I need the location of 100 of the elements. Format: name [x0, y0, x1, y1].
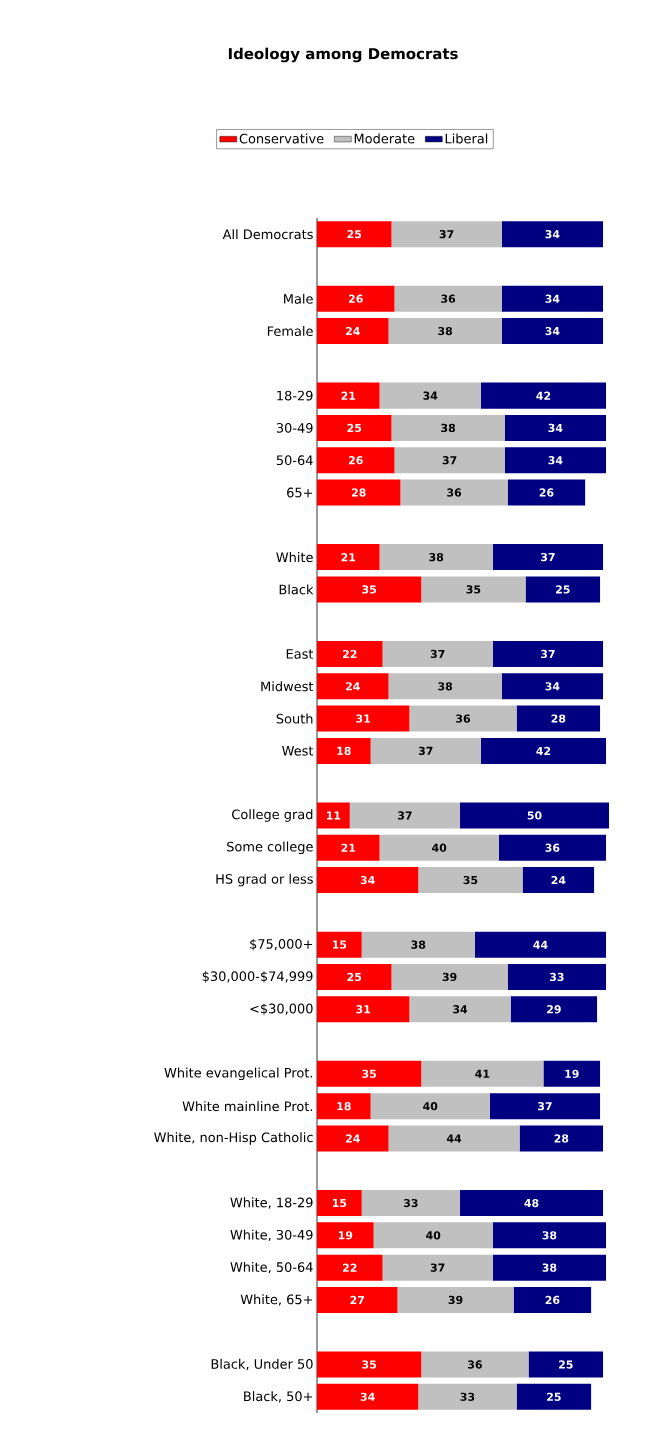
- bar: [388, 318, 502, 345]
- bar: [397, 1286, 514, 1313]
- data-label: 42: [536, 391, 551, 400]
- bar: [480, 382, 607, 409]
- bar: [421, 1351, 529, 1378]
- data-label: 40: [432, 843, 447, 852]
- bar: [501, 285, 604, 312]
- data-label: 31: [356, 1005, 371, 1014]
- bar: [373, 1222, 493, 1249]
- bar: [317, 867, 419, 894]
- data-label: 18: [337, 746, 351, 756]
- bar: [317, 1190, 362, 1217]
- bar: [379, 382, 481, 409]
- data-label: 24: [345, 682, 360, 691]
- bar: [317, 1093, 371, 1120]
- data-label: 36: [545, 843, 560, 852]
- data-label: 35: [362, 1360, 377, 1369]
- bar: [361, 931, 475, 958]
- bar: [317, 931, 362, 958]
- data-label: 25: [559, 1360, 573, 1369]
- bar: [510, 996, 598, 1023]
- bar: [382, 1254, 493, 1281]
- data-label: 26: [348, 294, 363, 303]
- data-label: 37: [541, 552, 555, 562]
- bar: [504, 447, 607, 474]
- y-tick-label: White: [276, 552, 313, 563]
- bar: [317, 479, 401, 506]
- bar: [460, 1190, 604, 1217]
- bar: [317, 221, 392, 248]
- data-label: 34: [360, 1392, 375, 1401]
- bar: [522, 867, 595, 894]
- data-label: 35: [463, 875, 478, 885]
- bar: [370, 1093, 490, 1120]
- legend-label: Moderate: [354, 133, 415, 144]
- bar: [516, 705, 601, 732]
- data-label: 33: [403, 1198, 418, 1208]
- bar: [317, 1383, 419, 1410]
- bar: [516, 1383, 592, 1410]
- data-label: 28: [551, 714, 566, 723]
- bar: [361, 1190, 461, 1217]
- bar: [317, 1254, 383, 1281]
- data-label: 38: [438, 682, 453, 691]
- y-tick-label: All Democrats: [222, 229, 313, 240]
- data-label: 33: [549, 972, 564, 982]
- data-label: 38: [429, 552, 444, 562]
- bar: [391, 963, 508, 990]
- bar: [379, 834, 499, 861]
- bar: [388, 1125, 520, 1152]
- data-label: 22: [343, 649, 357, 659]
- data-label: 44: [533, 940, 548, 949]
- bar: [317, 802, 350, 829]
- data-label: 48: [524, 1198, 539, 1208]
- data-label: 37: [398, 811, 412, 820]
- y-tick-label: Midwest: [261, 681, 314, 692]
- y-tick-label: 18-29: [277, 390, 313, 401]
- bar: [317, 1125, 389, 1152]
- bar: [528, 1351, 604, 1378]
- y-tick-label: East: [286, 649, 314, 659]
- data-label: 34: [545, 294, 560, 303]
- data-label: 24: [345, 1134, 360, 1143]
- data-label: 24: [345, 326, 360, 336]
- data-label: 31: [356, 714, 371, 723]
- bar: [317, 963, 392, 990]
- data-label: 35: [362, 1069, 377, 1078]
- bar: [492, 641, 604, 667]
- bar: [474, 931, 607, 958]
- data-label: 34: [548, 456, 563, 465]
- bar: [498, 834, 607, 861]
- y-tick-label: Male: [284, 293, 313, 304]
- data-label: 25: [347, 229, 362, 239]
- bar: [460, 802, 609, 829]
- y-tick-label: White mainline Prot.: [182, 1101, 313, 1112]
- data-label: 34: [545, 229, 560, 239]
- bar: [421, 1060, 544, 1087]
- y-tick-label: White evangelical Prot.: [164, 1067, 313, 1081]
- bar: [388, 673, 502, 700]
- data-label: 18: [337, 1101, 351, 1111]
- y-tick-label: White, 18-29: [230, 1197, 313, 1209]
- data-label: 37: [538, 1101, 552, 1111]
- data-label: 35: [466, 585, 481, 594]
- y-tick-label: Female: [267, 326, 313, 337]
- bar: [507, 963, 607, 990]
- data-label: 26: [348, 456, 363, 465]
- data-label: 27: [350, 1295, 364, 1304]
- data-label: 34: [545, 326, 560, 336]
- data-label: 28: [351, 488, 366, 497]
- bar: [317, 318, 389, 345]
- bar: [492, 1222, 607, 1249]
- data-label: 19: [338, 1231, 353, 1240]
- y-tick-label: Black: [279, 584, 314, 595]
- bar: [418, 867, 523, 894]
- data-label: 37: [430, 1263, 445, 1272]
- data-label: 15: [332, 1198, 347, 1208]
- bar: [492, 544, 604, 571]
- bar: [394, 285, 502, 312]
- data-label: 15: [332, 940, 347, 949]
- legend-label: Liberal: [445, 133, 488, 144]
- data-label: 33: [460, 1392, 475, 1401]
- bar: [317, 447, 395, 474]
- bar: [317, 1222, 374, 1249]
